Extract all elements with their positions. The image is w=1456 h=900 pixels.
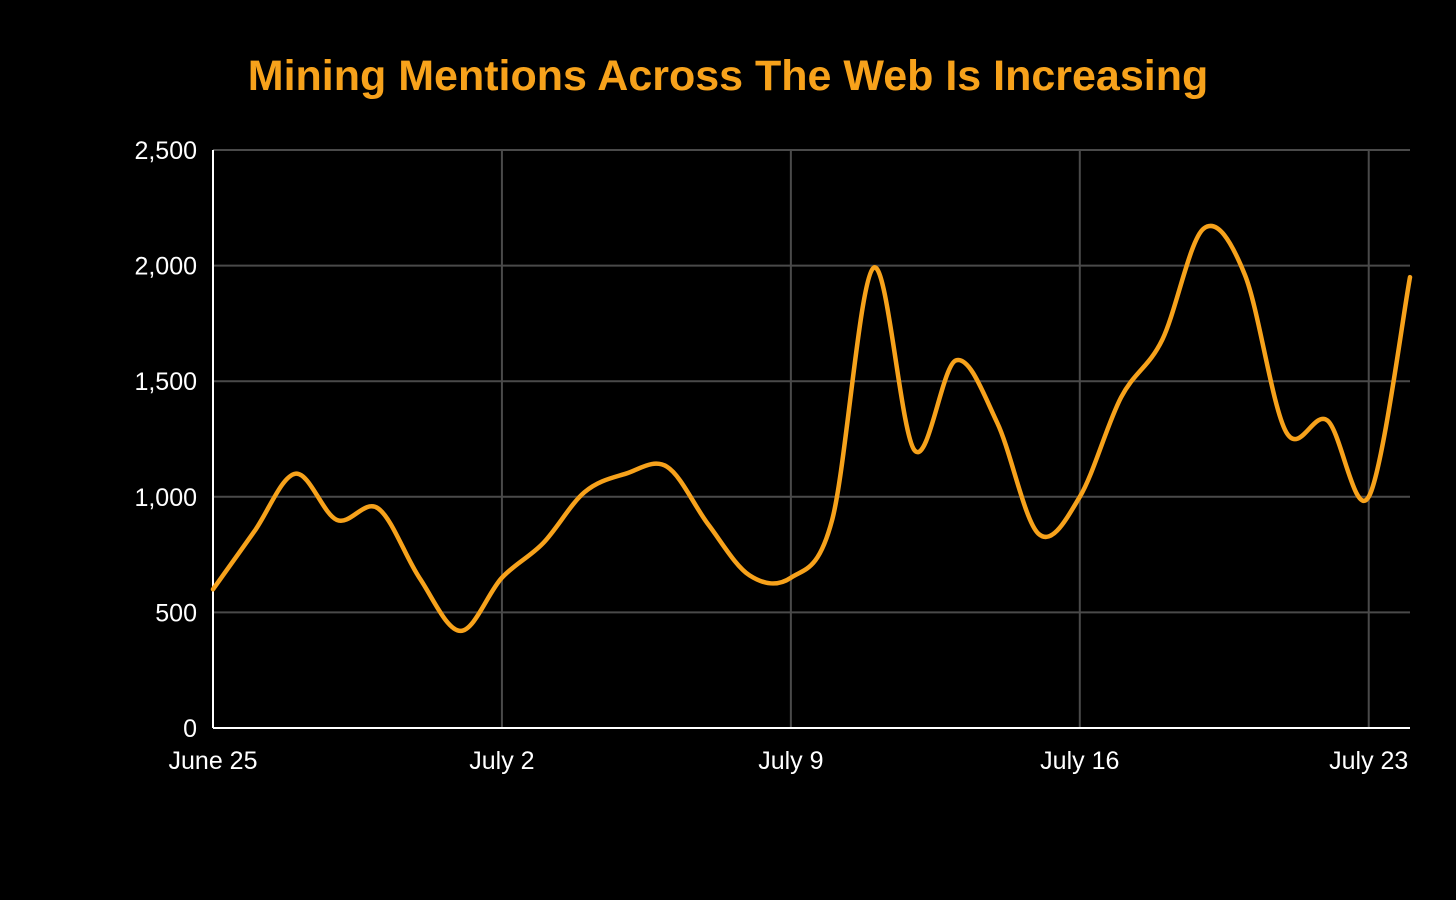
y-tick-label: 500 [155, 599, 197, 627]
data-point [1077, 494, 1083, 500]
data-point [953, 357, 959, 363]
data-point [540, 540, 546, 546]
tick-labels: 0 500 1,000 1,500 2,000 2,500 June 25 July 2 Jul… [134, 137, 1408, 775]
data-point [416, 575, 422, 581]
data-point [870, 265, 876, 271]
x-tick-label: June 25 [169, 747, 258, 775]
data-point [1036, 531, 1042, 537]
data-point [1324, 418, 1330, 424]
y-tick-label: 0 [183, 715, 197, 743]
data-point [1201, 226, 1207, 232]
y-tick-label: 2,000 [134, 253, 197, 281]
data-point [747, 572, 753, 578]
data-point [912, 448, 918, 454]
data-point [623, 471, 629, 477]
data-point [1118, 394, 1124, 400]
series-layer [210, 223, 1413, 634]
y-tick-label: 2,500 [134, 137, 197, 165]
data-point [705, 522, 711, 528]
y-tick-label: 1,500 [134, 368, 197, 396]
data-point [499, 575, 505, 581]
y-tick-label: 1,000 [134, 484, 197, 512]
data-point [251, 528, 257, 534]
axes [212, 150, 1410, 729]
data-point [1159, 337, 1165, 343]
x-tick-label: July 2 [469, 747, 534, 775]
data-point [1242, 272, 1248, 278]
data-point [334, 517, 340, 523]
chart-title: Mining Mentions Across The Web Is Increa… [247, 52, 1209, 100]
data-point [994, 420, 1000, 426]
grid [213, 149, 1410, 728]
data-point [458, 628, 464, 634]
series-line [210, 223, 1413, 634]
data-point [664, 464, 670, 470]
data-point [1407, 274, 1413, 280]
data-point [375, 505, 381, 511]
x-tick-label: July 23 [1329, 747, 1408, 775]
data-point [829, 517, 835, 523]
data-point [788, 575, 794, 581]
data-point [581, 489, 587, 495]
x-tick-label: July 9 [758, 747, 823, 775]
data-point [210, 586, 216, 592]
x-tick-label: July 16 [1040, 747, 1119, 775]
data-point [293, 471, 299, 477]
data-point [1366, 494, 1372, 500]
data-point [1283, 429, 1289, 435]
